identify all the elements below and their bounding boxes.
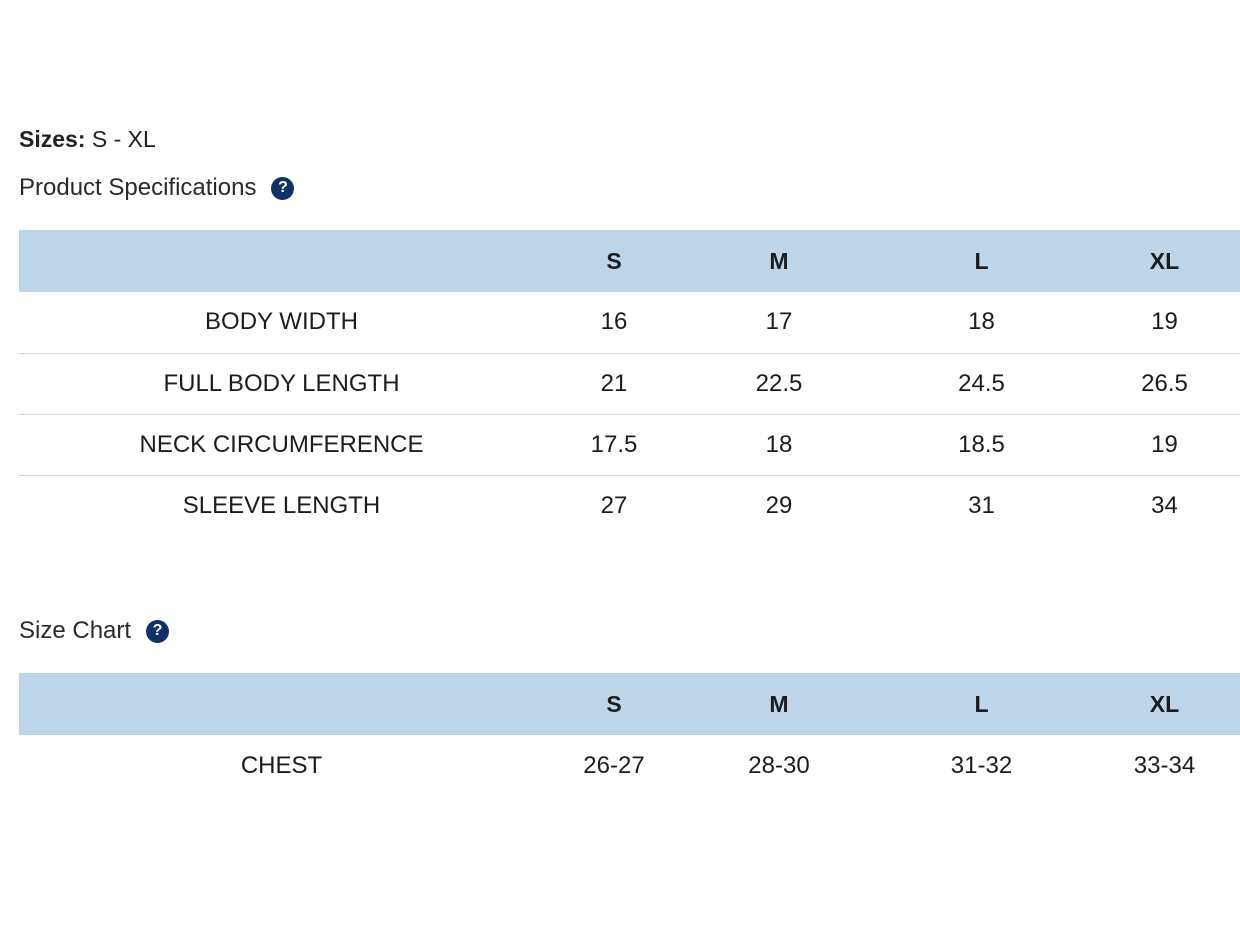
cell-value: 29 [765, 491, 793, 519]
cell-value: 27 [600, 491, 628, 519]
cell-value: 19 [1151, 308, 1178, 336]
product-specifications-table: S M L XL BODY WIDTH 16 17 18 19 FULL BOD… [19, 230, 1240, 536]
cell-value: 28-30 [748, 751, 810, 779]
table-row: FULL BODY LENGTH 21 22.5 24.5 26.5 [19, 353, 1240, 414]
row-label: CHEST [240, 751, 323, 779]
cell-value: 18 [765, 430, 793, 458]
product-specifications-title: Product Specifications [19, 174, 257, 201]
cell-value: 24.5 [958, 369, 1005, 397]
column-header-s: S [606, 690, 622, 717]
product-specifications-heading: Product Specifications ? [19, 173, 295, 203]
size-chart-table: S M L XL CHEST 26-27 28-30 31-32 33-34 [19, 673, 1240, 796]
cell-value: 22.5 [755, 369, 803, 397]
question-circle-icon[interactable]: ? [146, 619, 170, 643]
row-label: BODY WIDTH [205, 308, 358, 336]
table-row: SLEEVE LENGTH 27 29 31 34 [19, 475, 1240, 536]
cell-value: 16 [600, 308, 628, 336]
cell-value: 26-27 [583, 751, 645, 779]
cell-value: 26.5 [1141, 369, 1188, 397]
cell-value: 18.5 [958, 430, 1005, 458]
cell-value: 17 [765, 308, 793, 336]
row-label: SLEEVE LENGTH [182, 491, 381, 519]
table-header-row: S M L XL [19, 230, 1240, 292]
table-row: NECK CIRCUMFERENCE 17.5 18 18.5 19 [19, 414, 1240, 475]
size-chart-title: Size Chart [19, 617, 132, 644]
cell-value: 31 [968, 491, 995, 519]
column-header-m: M [769, 247, 789, 274]
table-row: BODY WIDTH 16 17 18 19 [19, 292, 1240, 353]
cell-value: 18 [968, 308, 995, 336]
cell-value: 19 [1151, 430, 1178, 458]
cell-value: 34 [1151, 491, 1178, 519]
size-chart-heading: Size Chart ? [19, 616, 170, 646]
question-circle-icon[interactable]: ? [271, 176, 295, 200]
cell-value: 33-34 [1133, 751, 1196, 779]
table-row: CHEST 26-27 28-30 31-32 33-34 [19, 735, 1240, 796]
column-header-m: M [769, 690, 789, 717]
sizes-label: Sizes: [19, 126, 86, 152]
cell-value: 17.5 [590, 430, 638, 458]
column-header-xl: XL [1149, 247, 1180, 274]
sizes-value: S - XL [85, 126, 156, 152]
row-label: FULL BODY LENGTH [163, 369, 400, 397]
column-header-blank [19, 230, 544, 292]
column-header-blank [19, 673, 544, 735]
cell-value: 31-32 [950, 751, 1013, 779]
table-header-row: S M L XL [19, 673, 1240, 735]
column-header-l: L [974, 247, 989, 274]
row-label: NECK CIRCUMFERENCE [139, 430, 424, 458]
column-header-s: S [606, 247, 622, 274]
column-header-l: L [974, 690, 989, 717]
sizes-summary: Sizes: S - XL [19, 125, 156, 153]
cell-value: 21 [600, 369, 628, 397]
column-header-xl: XL [1149, 690, 1180, 717]
